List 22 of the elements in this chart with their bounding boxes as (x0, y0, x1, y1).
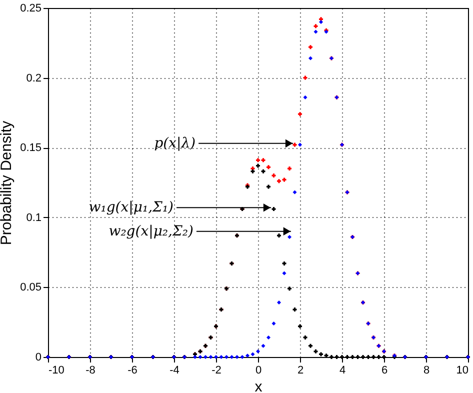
x-tick-label: 8 (423, 364, 430, 376)
y-tick-label: 0 (35, 352, 42, 364)
y-tick-label: 0.25 (20, 2, 42, 14)
x-tick-label: -2 (212, 364, 222, 376)
x-tick-label: 6 (381, 364, 388, 376)
x-axis-title: x (254, 378, 263, 393)
y-tick-label: 0.2 (26, 72, 42, 84)
annotation: w₂g(x|μ₂,Σ₂) (108, 223, 194, 240)
x-tick-label: -4 (170, 364, 180, 376)
y-tick-label: 0.15 (20, 142, 42, 154)
y-tick-label: 0.1 (26, 212, 42, 224)
x-tick-label: 0 (255, 364, 262, 376)
x-tick-label: 10 (456, 364, 468, 376)
y-tick-label: 0.05 (20, 282, 42, 294)
x-tick-label: -6 (128, 364, 138, 376)
x-tick-label: -10 (48, 364, 64, 376)
x-tick-label: -8 (86, 364, 96, 376)
annotation: p(x|λ) (154, 135, 196, 152)
y-axis-title: Probability Density (0, 120, 16, 246)
x-tick-label: 2 (297, 364, 304, 376)
annotation: w₁g(x|μ₁,Σ₁) (88, 200, 174, 216)
x-tick-label: 4 (339, 364, 346, 376)
